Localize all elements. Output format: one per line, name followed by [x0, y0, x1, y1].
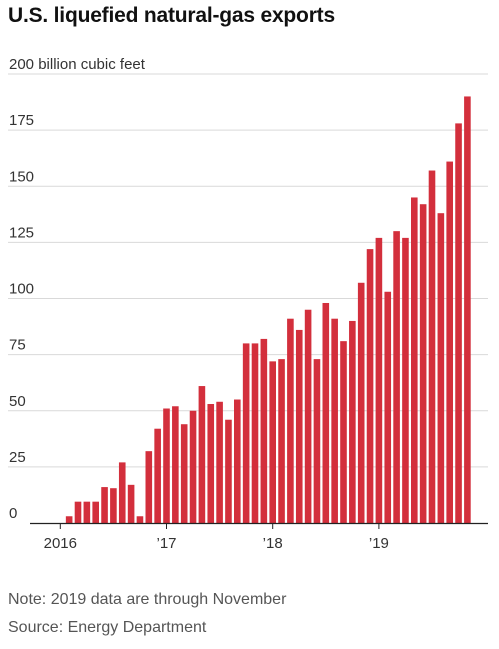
bar-2016-10: [136, 516, 144, 523]
bar-2018-05: [304, 309, 312, 524]
bar-2016-03: [74, 501, 82, 523]
bar-chart: 0 25 50 75 100 125 150 175 200 billion cubic fee…: [8, 56, 488, 552]
bar-2018-06: [313, 359, 321, 524]
bar-2018-09: [340, 341, 347, 523]
bar-2019-09: [446, 161, 453, 523]
bar-2017-11: [251, 343, 259, 523]
y-tick-label: 0: [9, 505, 17, 522]
bar-2018-04: [295, 329, 303, 523]
x-tick-label: 2016: [44, 535, 77, 552]
bar-2018-10: [349, 320, 356, 523]
y-tick-label: 175: [9, 112, 34, 129]
bar-2016-12: [154, 428, 161, 523]
y-tick-label: 50: [9, 393, 26, 410]
y-tick-label: 75: [9, 337, 26, 354]
bar-2017-02: [172, 406, 179, 523]
x-tick-label: ’19: [369, 535, 389, 552]
bar-2017-10: [242, 343, 250, 523]
bar-2017-06: [207, 404, 215, 523]
y-tick-label: 100: [9, 281, 34, 298]
bar-2019-06: [419, 204, 427, 523]
y-tick-label: 125: [9, 224, 34, 241]
x-axis: [30, 522, 488, 529]
bar-2016-11: [145, 451, 153, 523]
bars: [65, 96, 471, 524]
x-tick-labels: 2016 ’17 ’18 ’19: [44, 535, 389, 552]
chart-title: U.S. liquefied natural-gas exports: [8, 4, 335, 27]
bar-2017-12: [260, 338, 268, 523]
y-tick-label: 200 billion cubic feet: [9, 56, 146, 73]
y-tick-labels: 0 25 50 75 100 125 150 175 200 billion cubic fee…: [9, 56, 146, 522]
bar-2016-06: [101, 487, 108, 523]
bar-2017-01: [163, 408, 170, 523]
bar-2018-02: [278, 359, 285, 524]
bar-2018-11: [357, 282, 365, 523]
bar-2019-05: [411, 197, 418, 523]
bar-2019-07: [428, 170, 436, 523]
x-tick-label: ’17: [156, 535, 176, 552]
bar-2017-03: [180, 424, 188, 523]
bar-2016-08: [118, 462, 126, 523]
bar-2016-07: [110, 488, 117, 523]
chart-note: Note: 2019 data are through November: [8, 591, 287, 608]
x-tick-label: ’18: [263, 535, 283, 552]
bar-2018-07: [322, 302, 330, 523]
bar-2016-09: [127, 484, 135, 523]
bar-2016-02: [65, 516, 73, 523]
y-tick-label: 25: [9, 449, 26, 466]
chart-source: Source: Energy Department: [8, 619, 207, 636]
bar-2019-03: [393, 231, 400, 523]
bar-2017-09: [234, 399, 241, 523]
bar-2017-04: [189, 410, 197, 523]
y-tick-label: 150: [9, 168, 34, 185]
bar-2016-05: [92, 501, 99, 523]
bar-2017-08: [225, 419, 232, 523]
bar-2018-01: [269, 361, 276, 523]
bar-2018-03: [287, 318, 294, 523]
bar-2019-11: [464, 96, 471, 523]
bar-2019-10: [455, 123, 462, 523]
bar-2019-04: [402, 237, 409, 523]
bar-2018-12: [366, 249, 374, 524]
bar-2019-02: [384, 291, 392, 523]
bar-2019-01: [375, 237, 383, 523]
bar-2016-04: [83, 501, 91, 523]
bar-2019-08: [437, 213, 445, 523]
bar-2018-08: [331, 318, 338, 523]
bar-2017-05: [198, 386, 206, 523]
bar-2017-07: [216, 401, 223, 523]
